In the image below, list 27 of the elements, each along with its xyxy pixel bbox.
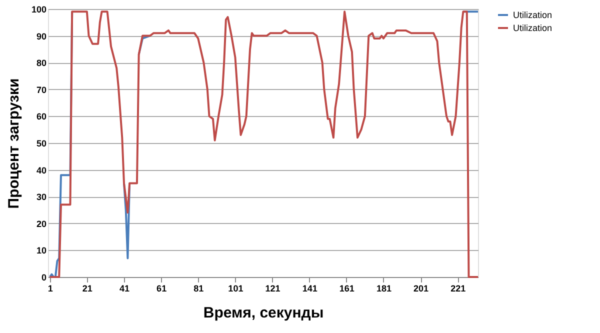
y-tick-label: 50 xyxy=(36,138,46,148)
x-tick-label: 61 xyxy=(156,284,167,294)
x-tick-label: 21 xyxy=(82,284,92,294)
y-tick-label: 70 xyxy=(36,84,46,95)
y-tick-label: 20 xyxy=(36,218,46,229)
y-tick-label: 0 xyxy=(41,272,46,282)
y-tick-label: 80 xyxy=(36,58,46,68)
legend-label: Utilization xyxy=(513,23,552,33)
x-axis-title: Время, секунды xyxy=(203,304,324,322)
x-tick-label: 41 xyxy=(119,284,130,294)
y-tick-label: 60 xyxy=(36,112,46,122)
y-tick-label: 90 xyxy=(36,31,46,42)
x-tick-label: 221 xyxy=(450,284,466,294)
x-tick-label: 161 xyxy=(339,284,354,294)
y-tick-label: 10 xyxy=(36,246,46,256)
x-tick-label: 1 xyxy=(48,284,53,294)
x-tick-label: 121 xyxy=(265,284,280,294)
y-tick-label: 100 xyxy=(31,4,46,14)
y-tick-label: 30 xyxy=(36,192,46,202)
x-tick-label: 101 xyxy=(228,284,244,294)
x-tick-label: 141 xyxy=(302,284,318,294)
x-tick-label: 181 xyxy=(376,284,392,294)
x-tick-label: 201 xyxy=(414,284,429,294)
y-tick-label: 40 xyxy=(36,165,46,176)
x-tick-label: 81 xyxy=(194,284,204,294)
y-axis-title: Процент загрузки xyxy=(5,78,22,209)
legend-label: Utilization xyxy=(513,10,552,20)
